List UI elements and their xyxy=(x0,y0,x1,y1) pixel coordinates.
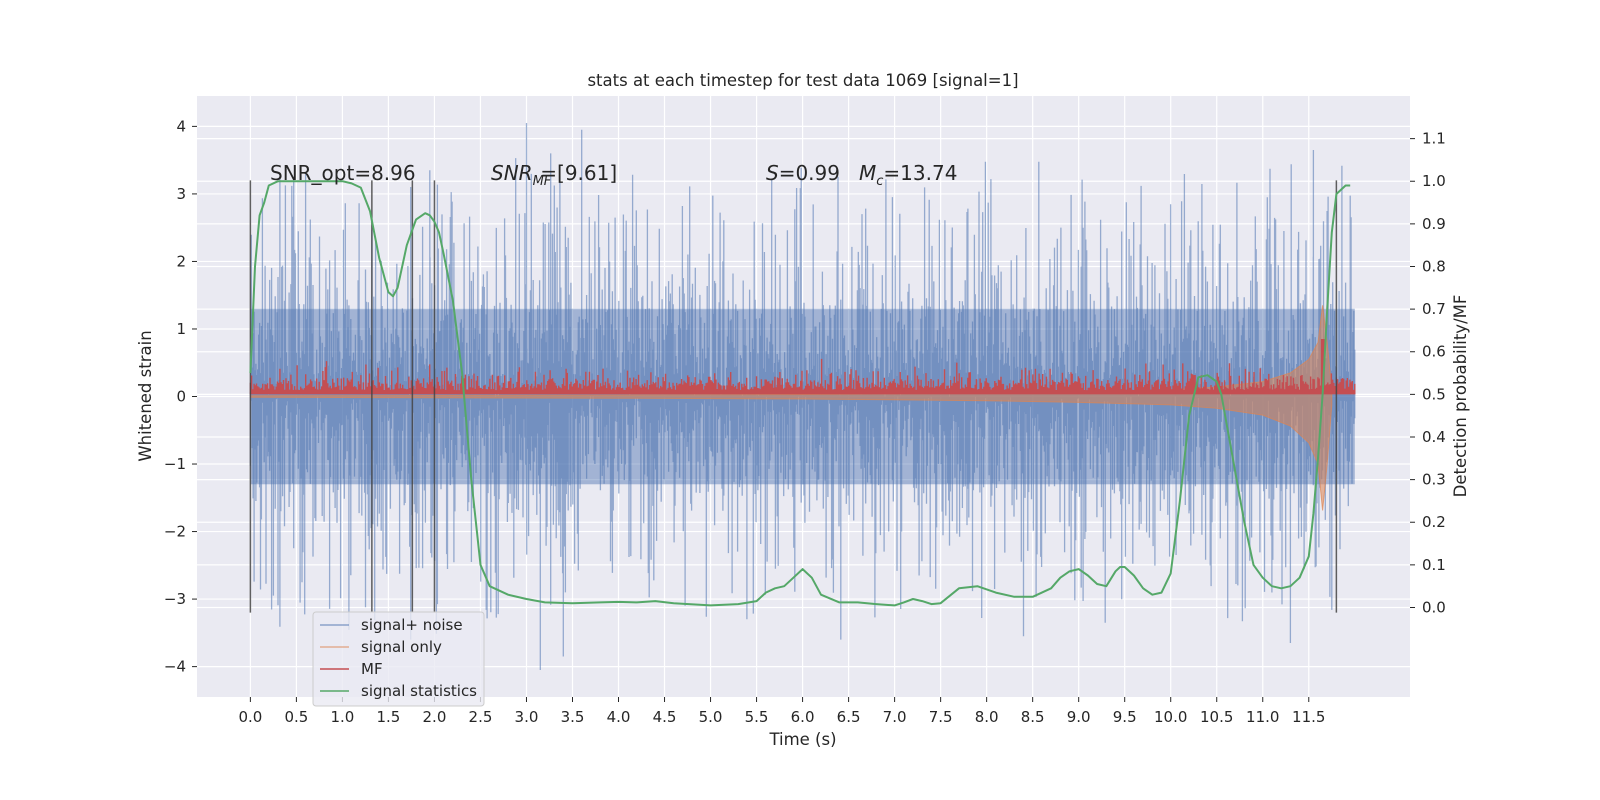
legend-item-signal-statistics: signal statistics xyxy=(320,682,477,700)
mc-sub: c xyxy=(876,174,883,189)
x-tick-label: 11.5 xyxy=(1292,708,1325,726)
legend: signal+ noise signal only MF signal stat… xyxy=(312,611,485,707)
x-tick-label: 8.0 xyxy=(975,708,999,726)
vertical-markers xyxy=(249,180,1338,613)
y-tick-label: −2 xyxy=(164,523,186,541)
x-tick-label: 0.5 xyxy=(284,708,308,726)
ticks: 0.0 0.5 1.0 1.5 2.0 2.5 3.0 3.5 4.0 4.5 5.0 5.5 6.0 6… xyxy=(164,117,1446,726)
x-tick-label: 6.0 xyxy=(791,708,815,726)
y-right-tick-label: 1.1 xyxy=(1422,130,1446,148)
y-right-tick-label: 0.8 xyxy=(1422,257,1446,275)
x-tick-label: 0.0 xyxy=(238,708,262,726)
x-tick-label: 1.0 xyxy=(330,708,354,726)
s-annotation: S=0.99 xyxy=(766,161,840,185)
x-axis-label: Time (s) xyxy=(768,730,836,749)
legend-label-mf: MF xyxy=(361,660,383,678)
x-tick-label: 5.0 xyxy=(699,708,723,726)
y-right-tick-label: 0.7 xyxy=(1422,300,1446,318)
s-value: =0.99 xyxy=(779,161,840,185)
y-right-tick-label: 0.5 xyxy=(1422,385,1446,403)
legend-label-signal-noise: signal+ noise xyxy=(361,616,463,634)
y-axis-right-label: Detection probability/MF xyxy=(1451,295,1470,498)
y-tick-label: 1 xyxy=(176,320,186,338)
y-tick-label: 2 xyxy=(176,252,186,270)
snr-mf-annotation: SNRMF=[9.61] xyxy=(491,161,617,189)
snr-mf-sub: MF xyxy=(533,174,552,189)
y-right-tick-label: 0.3 xyxy=(1422,471,1446,489)
x-tick-label: 9.5 xyxy=(1113,708,1137,726)
snr-mf-base: SNR xyxy=(491,161,533,185)
y-right-tick-label: 1.0 xyxy=(1422,172,1446,190)
legend-box xyxy=(312,611,485,707)
annotations: SNR_opt=8.96 SNRMF=[9.61] S=0.99 Mc=13.7… xyxy=(270,161,957,189)
snr-mf-rest: =[9.61] xyxy=(540,161,617,185)
x-tick-label: 4.5 xyxy=(653,708,677,726)
x-tick-label: 1.5 xyxy=(376,708,400,726)
legend-item-signal-only: signal only xyxy=(320,638,442,656)
snr-opt-annotation: SNR_opt=8.96 xyxy=(270,161,416,185)
x-tick-label: 6.5 xyxy=(837,708,861,726)
y-tick-label: −1 xyxy=(164,455,186,473)
y-right-tick-label: 0.9 xyxy=(1422,215,1446,233)
y-tick-label: −3 xyxy=(164,590,186,608)
y-right-tick-label: 0.2 xyxy=(1422,513,1446,531)
x-tick-label: 7.0 xyxy=(883,708,907,726)
legend-item-signal-noise: signal+ noise xyxy=(320,616,463,634)
x-tick-label: 2.0 xyxy=(423,708,447,726)
legend-item-mf: MF xyxy=(320,660,383,678)
y-right-tick-label: 0.4 xyxy=(1422,428,1446,446)
y-axis-label: Whitened strain xyxy=(136,330,155,461)
x-tick-label: 2.5 xyxy=(469,708,493,726)
x-tick-label: 10.5 xyxy=(1200,708,1233,726)
x-tick-label: 8.5 xyxy=(1021,708,1045,726)
y-tick-label: 3 xyxy=(176,185,186,203)
x-tick-label: 3.5 xyxy=(561,708,585,726)
y-tick-label: 4 xyxy=(176,117,186,135)
y-right-tick-label: 0.6 xyxy=(1422,343,1446,361)
legend-label-signal-statistics: signal statistics xyxy=(361,682,477,700)
legend-label-signal-only: signal only xyxy=(361,638,442,656)
y-right-tick-label: 0.1 xyxy=(1422,556,1446,574)
x-tick-label: 5.5 xyxy=(745,708,769,726)
y-tick-label: −4 xyxy=(164,658,186,676)
chart-title: stats at each timestep for test data 106… xyxy=(587,71,1018,90)
x-tick-label: 10.0 xyxy=(1154,708,1187,726)
x-tick-label: 7.5 xyxy=(929,708,953,726)
x-tick-label: 4.0 xyxy=(607,708,631,726)
s-label: S xyxy=(766,161,779,185)
x-tick-label: 3.0 xyxy=(515,708,539,726)
x-tick-label: 9.0 xyxy=(1067,708,1091,726)
x-tick-label: 11.0 xyxy=(1246,708,1279,726)
y-right-tick-label: 0.0 xyxy=(1422,598,1446,616)
signal-statistics-trace xyxy=(249,180,1351,607)
mc-value: =13.74 xyxy=(883,161,957,185)
mc-annotation: Mc=13.74 xyxy=(859,161,957,189)
signal-statistics-series xyxy=(249,180,1351,607)
mc-label: M xyxy=(859,161,876,185)
y-tick-label: 0 xyxy=(176,388,186,406)
